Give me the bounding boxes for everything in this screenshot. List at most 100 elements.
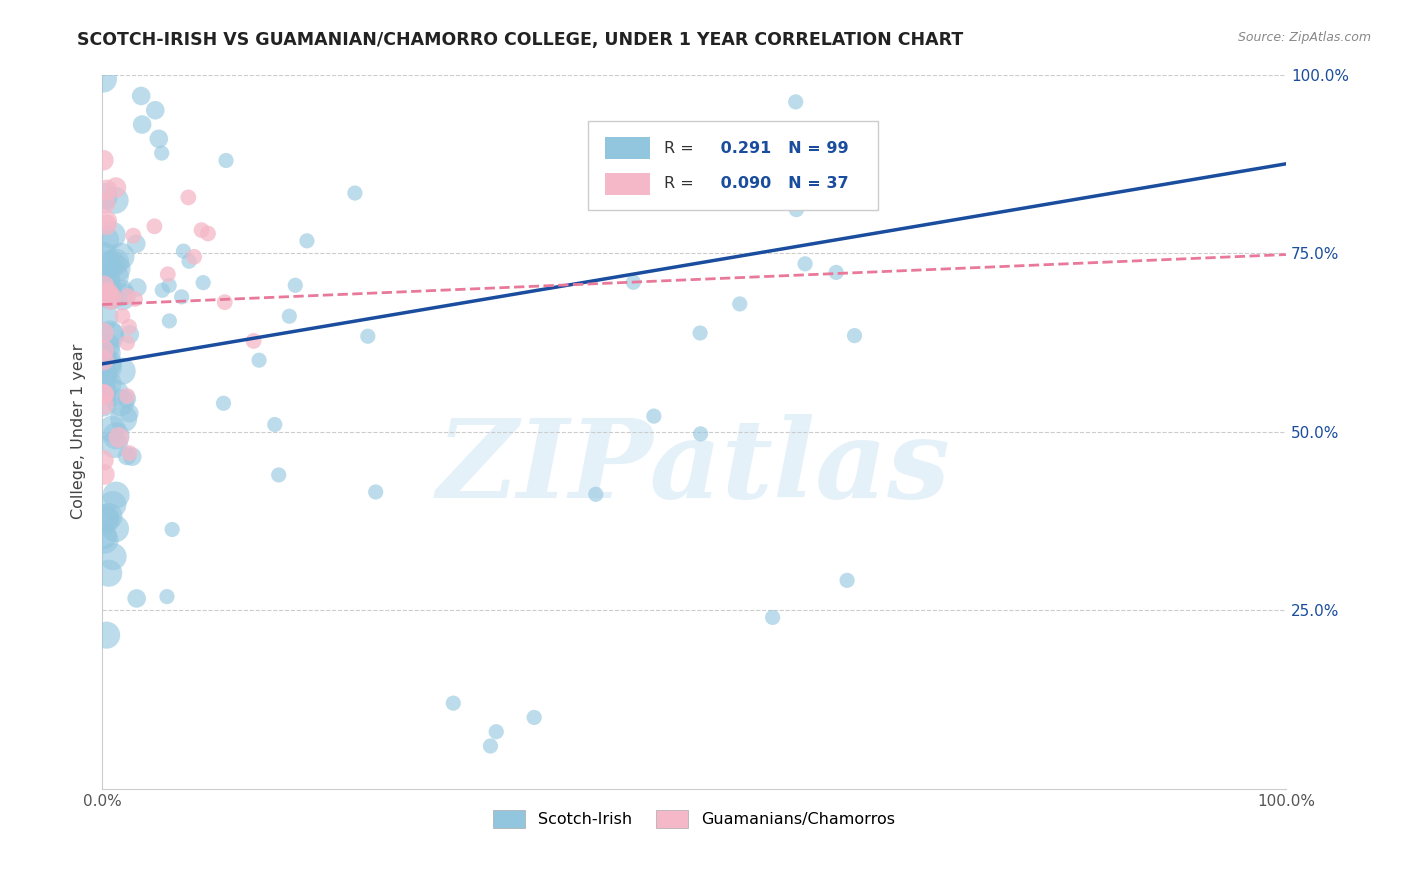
Point (143, 103, 166, 118)
Point (97, 285, 120, 300)
Point (129, 89, 152, 103)
Point (118, 327, 141, 342)
Point (96, 213, 118, 227)
Point (103, 437, 125, 451)
Point (97, 509, 120, 524)
Point (728, 297, 751, 311)
Point (818, 161, 841, 176)
Point (689, 326, 711, 340)
Point (156, 267, 179, 281)
Point (215, 153, 238, 168)
Point (101, 228, 124, 243)
Point (485, 724, 508, 739)
Point (183, 250, 205, 264)
Point (93, 528, 115, 542)
Text: 0.291   N = 99: 0.291 N = 99 (716, 141, 849, 155)
Point (125, 236, 148, 251)
Point (96, 346, 118, 360)
Text: ZIPatlas: ZIPatlas (437, 414, 950, 521)
Point (585, 487, 607, 501)
Point (124, 292, 146, 306)
Point (118, 319, 141, 334)
Point (105, 261, 128, 276)
Point (96, 272, 118, 286)
Point (156, 590, 179, 604)
Point (110, 249, 132, 263)
Point (104, 194, 127, 208)
Point (115, 449, 138, 463)
Point (105, 488, 128, 502)
Point (96, 218, 118, 232)
Point (97, 260, 120, 274)
Point (93, 189, 115, 203)
Point (157, 278, 180, 293)
Point (94, 533, 117, 547)
Point (97, 376, 120, 391)
Point (93, 398, 115, 412)
Text: SCOTCH-IRISH VS GUAMANIAN/CHAMORRO COLLEGE, UNDER 1 YEAR CORRELATION CHART: SCOTCH-IRISH VS GUAMANIAN/CHAMORRO COLLE… (77, 31, 963, 49)
Point (267, 467, 290, 482)
Point (104, 386, 127, 401)
Point (94, 513, 117, 527)
Point (93, 384, 115, 399)
Bar (606, 137, 651, 159)
Point (177, 190, 200, 204)
Point (295, 234, 318, 248)
Point (108, 430, 131, 444)
Point (284, 278, 307, 293)
Point (785, 95, 807, 109)
Point (104, 522, 127, 536)
Point (93, 153, 115, 168)
Point (94, 196, 117, 211)
Point (643, 409, 665, 424)
Point (93, 370, 115, 384)
Bar (606, 173, 651, 194)
Point (170, 290, 193, 304)
Point (115, 389, 138, 403)
Point (93, 387, 115, 401)
Point (93, 343, 115, 357)
Point (357, 329, 380, 343)
Point (104, 255, 127, 269)
Point (94, 233, 117, 247)
Point (118, 446, 141, 460)
Point (110, 285, 132, 300)
Point (125, 591, 148, 606)
Point (157, 314, 180, 328)
Point (121, 450, 143, 464)
Point (96, 183, 118, 197)
Point (100, 289, 122, 303)
Point (94, 310, 117, 324)
Point (93, 287, 115, 301)
Point (98, 326, 121, 341)
Point (173, 244, 195, 259)
Point (117, 289, 139, 303)
Point (247, 353, 270, 368)
Point (278, 310, 301, 324)
Point (110, 395, 132, 409)
Point (150, 283, 173, 297)
Point (97, 359, 120, 374)
Point (844, 328, 866, 343)
Point (197, 227, 219, 241)
Point (94, 510, 117, 524)
Point (100, 293, 122, 307)
Point (104, 429, 127, 443)
Point (100, 256, 122, 270)
Point (689, 426, 711, 441)
Point (785, 202, 807, 217)
Legend: Scotch-Irish, Guamanians/Chamorros: Scotch-Irish, Guamanians/Chamorros (486, 803, 901, 834)
Point (93, 366, 115, 380)
Point (104, 269, 127, 284)
Point (343, 186, 366, 200)
Point (794, 257, 817, 271)
Point (97, 356, 120, 370)
Point (111, 364, 134, 378)
Text: R =: R = (665, 141, 699, 155)
Point (479, 739, 502, 753)
Point (93, 396, 115, 410)
Point (131, 118, 153, 132)
Point (96, 279, 118, 293)
FancyBboxPatch shape (588, 121, 877, 211)
Point (191, 276, 214, 290)
